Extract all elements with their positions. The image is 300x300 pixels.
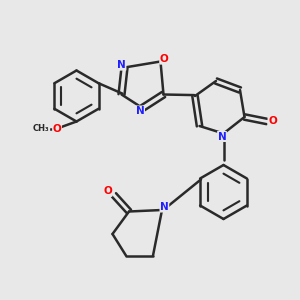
Text: O: O — [268, 116, 277, 127]
Text: O: O — [160, 54, 169, 64]
Text: N: N — [160, 202, 169, 212]
Text: O: O — [52, 124, 62, 134]
Text: O: O — [103, 186, 112, 197]
Text: N: N — [117, 60, 126, 70]
Text: CH₃: CH₃ — [33, 124, 50, 134]
Text: N: N — [136, 106, 145, 116]
Text: N: N — [218, 131, 226, 142]
